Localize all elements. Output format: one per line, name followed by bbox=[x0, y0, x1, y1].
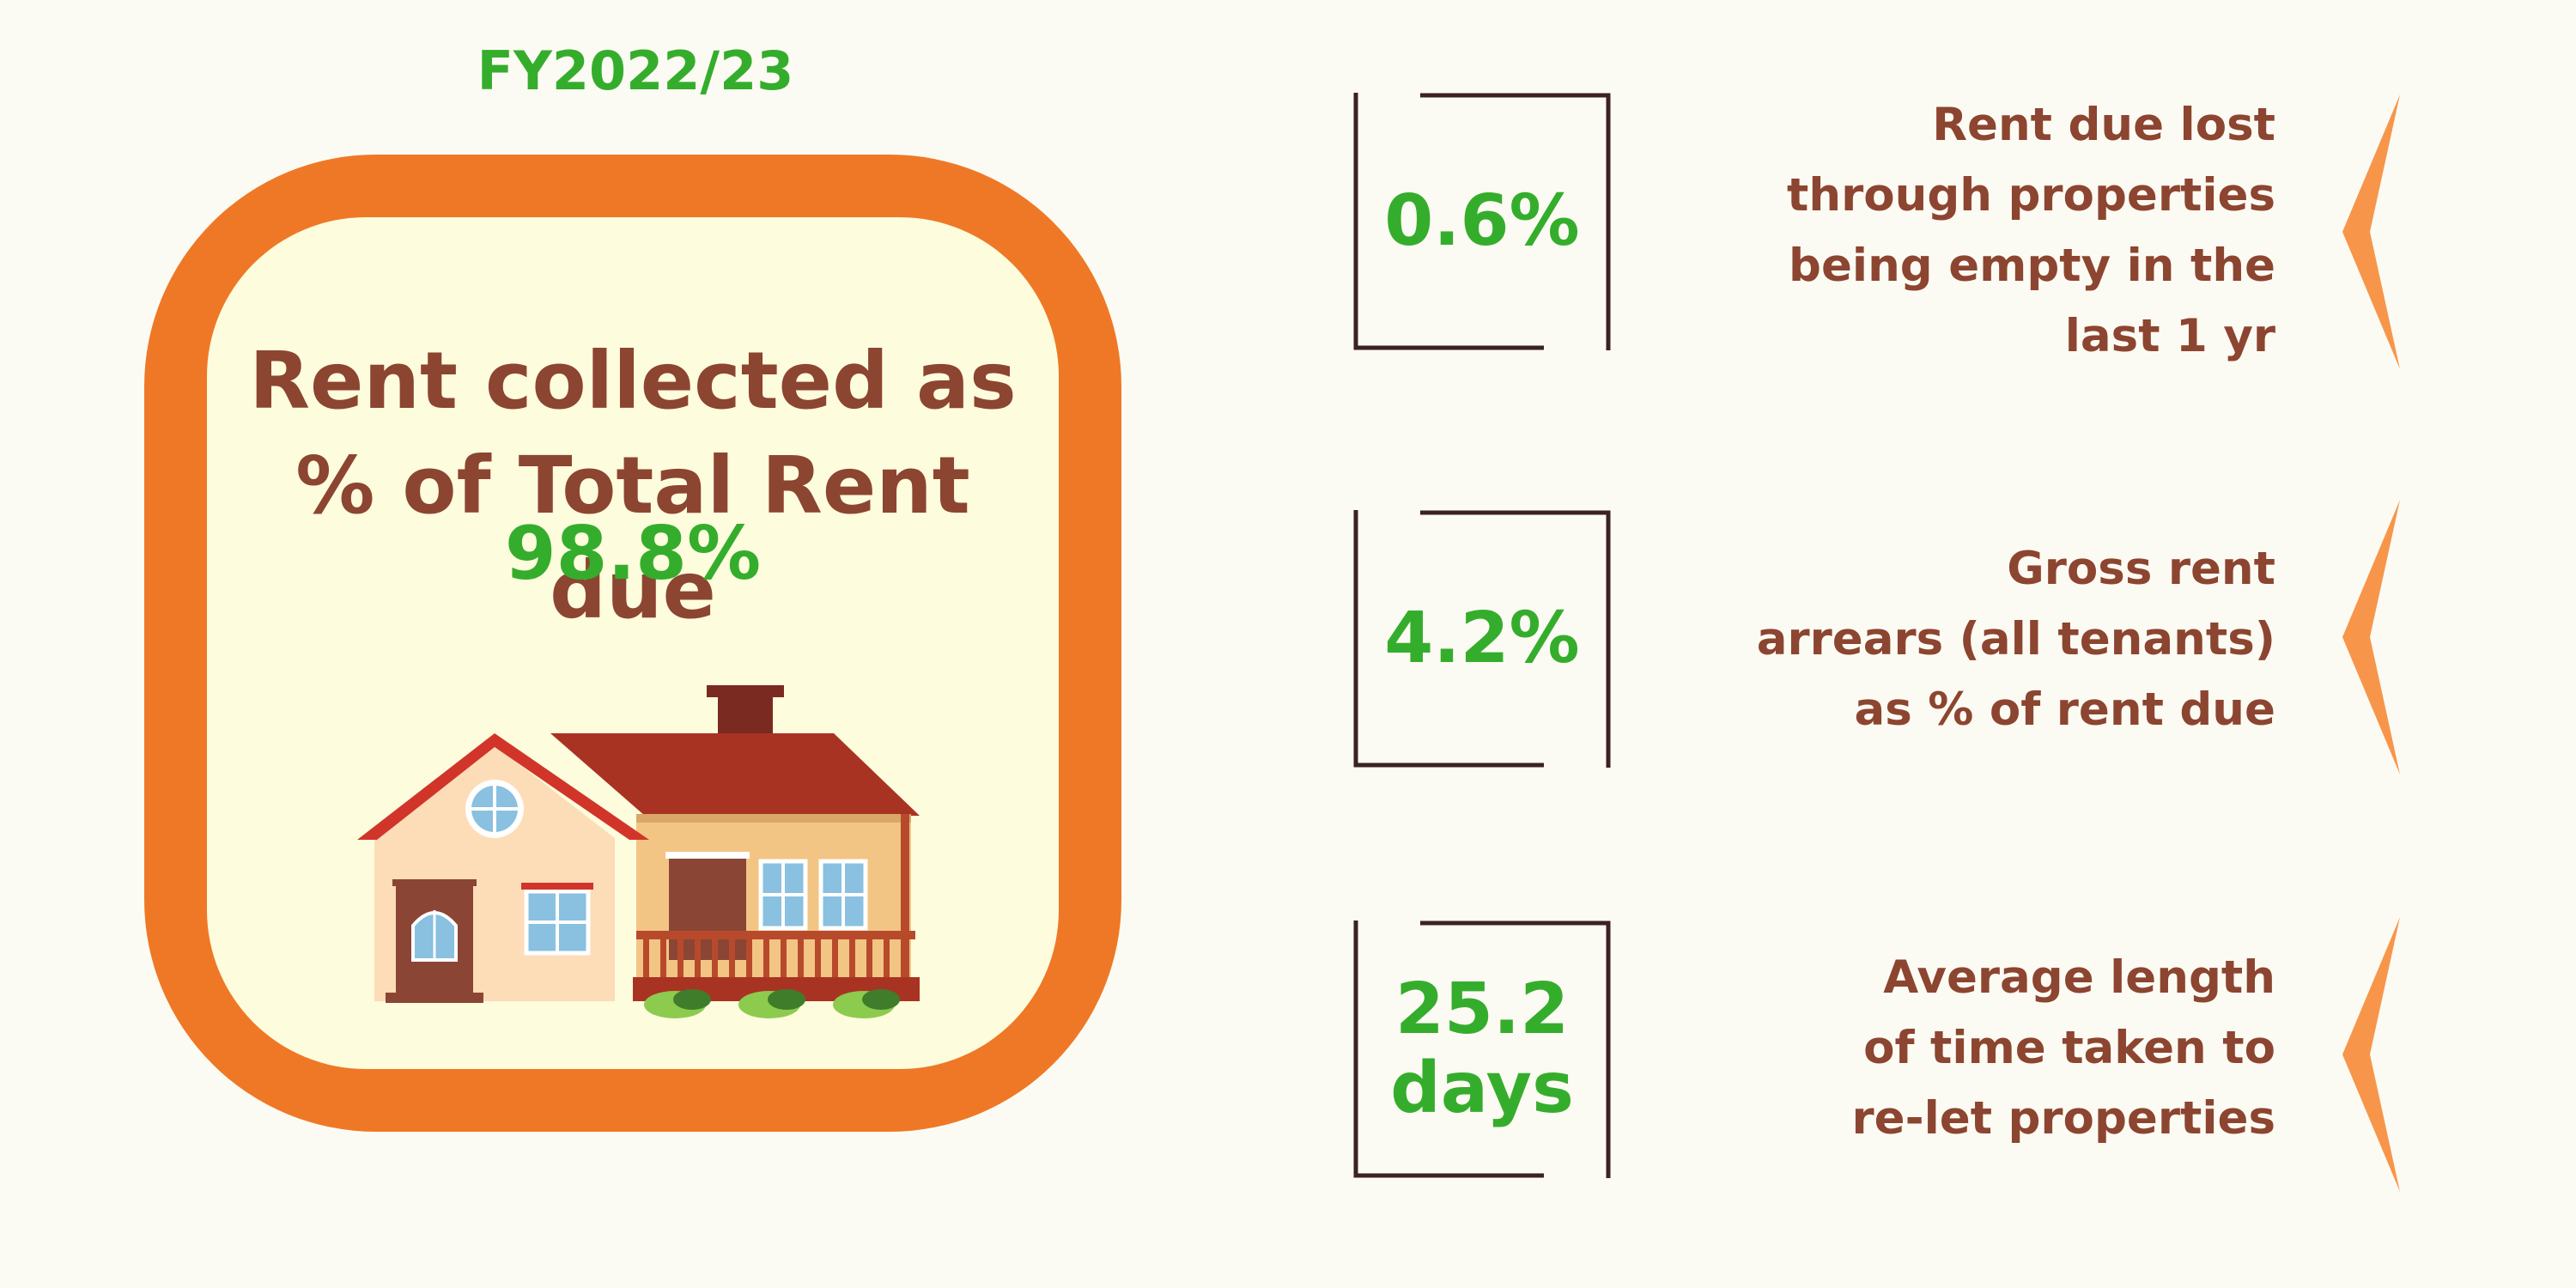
fiscal-year-heading: FY2022/23 bbox=[477, 39, 794, 102]
stat-label-line: last 1 yr bbox=[2064, 310, 2275, 362]
stat-label-line: Average length bbox=[1883, 951, 2275, 1004]
stat-label-void-loss: Rent due lost through properties being e… bbox=[1674, 90, 2275, 372]
rent-collected-value: 98.8% bbox=[504, 511, 762, 597]
house-illustration bbox=[357, 685, 920, 1018]
rent-collected-title-line1: Rent collected as bbox=[249, 335, 1017, 427]
chevron-left-icon bbox=[2342, 94, 2400, 369]
stat-label-line: through properties bbox=[1787, 169, 2275, 222]
rent-collected-panel: Rent collected as % of Total Rent due 98… bbox=[144, 155, 1121, 1132]
stat-box-void-loss: 0.6% bbox=[1353, 93, 1611, 350]
stat-frame bbox=[1353, 920, 1611, 1178]
stat-value-unit: days bbox=[1390, 1048, 1574, 1129]
stat-value-void-loss: 0.6% bbox=[1384, 180, 1580, 262]
stat-value-number: 25.2 bbox=[1394, 969, 1570, 1050]
chevron-left-icon bbox=[2342, 917, 2400, 1192]
stat-label-relet-time: Average length of time taken to re-let p… bbox=[1674, 943, 2276, 1154]
chevron-left-icon bbox=[2342, 500, 2400, 775]
stat-box-arrears: 4.2% bbox=[1353, 510, 1611, 768]
stat-frame bbox=[1353, 510, 1611, 768]
stat-label-line: Rent due lost bbox=[1932, 99, 2275, 151]
stat-label-arrears: Gross rent arrears (all tenants) as % of… bbox=[1674, 534, 2275, 745]
stat-label-line: arrears (all tenants) bbox=[1756, 613, 2275, 665]
stat-value-arrears: 4.2% bbox=[1384, 598, 1580, 679]
stat-box-relet-time: 25.2 days bbox=[1353, 920, 1611, 1178]
stat-value-relet-time: 25.2 days bbox=[1353, 920, 1611, 1178]
rent-collected-title: Rent collected as % of Total Rent due bbox=[207, 329, 1059, 643]
stat-label-line: re-let properties bbox=[1851, 1092, 2276, 1145]
stat-frame bbox=[1353, 93, 1611, 350]
stat-label-line: as % of rent due bbox=[1854, 683, 2275, 736]
rent-collected-card: Rent collected as % of Total Rent due 98… bbox=[207, 217, 1059, 1069]
rent-collected-title-line2: % of Total Rent due bbox=[295, 440, 970, 636]
stat-label-line: of time taken to bbox=[1863, 1022, 2275, 1074]
stat-label-line: being empty in the bbox=[1789, 240, 2275, 292]
stat-label-line: Gross rent bbox=[2007, 543, 2275, 595]
